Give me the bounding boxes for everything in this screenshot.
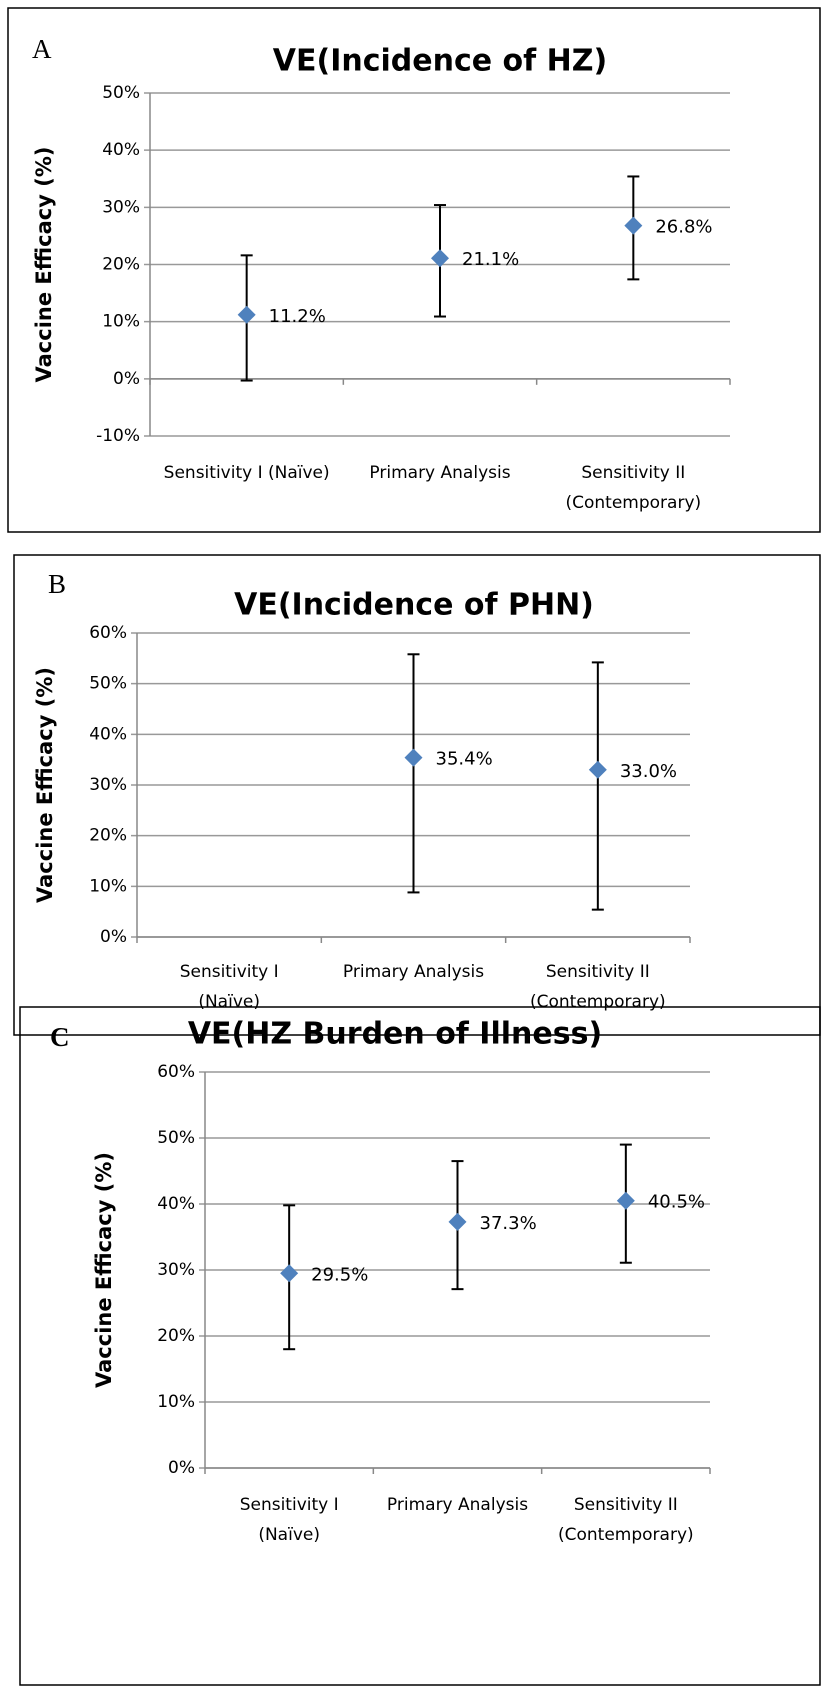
- panel-label: C: [50, 1022, 70, 1052]
- y-tick-label: -10%: [96, 426, 140, 446]
- panel-frame: [13, 554, 821, 1036]
- value-label: 11.2%: [269, 306, 326, 327]
- value-label: 40.5%: [648, 1192, 705, 1213]
- value-label: 33.0%: [620, 761, 677, 782]
- chart-title: VE(HZ Burden of Illness): [188, 1017, 602, 1052]
- value-label: 29.5%: [311, 1264, 368, 1285]
- panel-label: A: [32, 34, 52, 64]
- y-tick-label: 60%: [157, 1062, 195, 1082]
- y-tick-label: 30%: [89, 775, 127, 795]
- point: [237, 305, 256, 324]
- point: [588, 760, 607, 779]
- x-tick-label: Sensitivity II (Contemporary): [558, 1495, 694, 1545]
- y-tick-label: 10%: [89, 876, 127, 896]
- y-tick-label: 0%: [113, 369, 140, 389]
- y-tick-label: 50%: [157, 1128, 195, 1148]
- value-label: 26.8%: [655, 217, 712, 238]
- y-tick-label: 10%: [157, 1392, 195, 1412]
- point: [431, 249, 449, 268]
- x-tick-label: Primary Analysis: [387, 1495, 528, 1515]
- value-label: 37.3%: [480, 1213, 537, 1234]
- y-tick-label: 20%: [89, 826, 127, 846]
- y-tick-label: 40%: [102, 140, 140, 160]
- point: [404, 748, 423, 767]
- y-tick-label: 40%: [89, 724, 127, 744]
- value-label: 21.1%: [462, 249, 519, 270]
- x-tick-label: Sensitivity I (Naïve): [164, 463, 330, 483]
- y-tick-label: 50%: [89, 674, 127, 694]
- chart-title: VE(Incidence of PHN): [234, 588, 594, 623]
- y-tick-label: 50%: [102, 83, 140, 103]
- y-axis-label: Vaccine Efficacy (%): [92, 1152, 116, 1388]
- y-tick-label: 40%: [157, 1194, 195, 1214]
- panel-frame: [7, 7, 821, 533]
- x-tick-label: Sensitivity II (Contemporary): [566, 463, 702, 513]
- y-tick-label: 20%: [157, 1326, 195, 1346]
- point: [616, 1191, 635, 1210]
- y-tick-label: 30%: [157, 1260, 195, 1280]
- panel-frame: [19, 1006, 821, 1686]
- x-tick-label: Sensitivity II (Contemporary): [530, 962, 666, 1012]
- x-tick-label: Primary Analysis: [369, 463, 510, 483]
- y-tick-label: 60%: [89, 623, 127, 643]
- y-tick-label: 30%: [102, 197, 140, 217]
- point: [280, 1264, 299, 1283]
- x-tick-label: Sensitivity I (Naïve): [180, 962, 279, 1012]
- y-tick-label: 0%: [100, 927, 127, 947]
- chart-title: VE(Incidence of HZ): [273, 44, 607, 79]
- y-axis-label: Vaccine Efficacy (%): [32, 147, 56, 383]
- y-axis-label: Vaccine Efficacy (%): [33, 667, 57, 903]
- y-tick-label: 20%: [102, 255, 140, 275]
- point: [624, 216, 643, 235]
- panel-label: B: [48, 569, 66, 599]
- x-tick-label: Primary Analysis: [343, 962, 484, 982]
- value-label: 35.4%: [436, 749, 493, 770]
- y-tick-label: 0%: [168, 1458, 195, 1478]
- point: [448, 1212, 467, 1231]
- y-tick-label: 10%: [102, 312, 140, 332]
- x-tick-label: Sensitivity I (Naïve): [240, 1495, 339, 1545]
